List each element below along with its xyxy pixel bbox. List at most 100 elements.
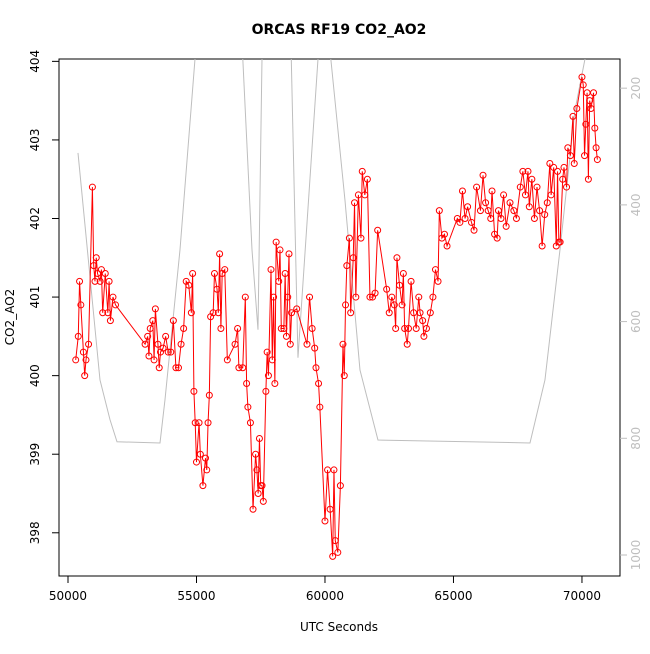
data-point — [538, 242, 546, 250]
data-point — [546, 160, 554, 167]
data-point — [185, 281, 193, 289]
data-point — [210, 270, 218, 277]
data-point — [581, 152, 589, 160]
data-point — [435, 207, 443, 215]
data-point — [533, 183, 541, 191]
data-point — [497, 215, 505, 222]
data-point — [464, 203, 472, 211]
x-tick-label: 55000 — [177, 589, 215, 603]
data-point — [345, 234, 353, 242]
data-point — [203, 466, 211, 474]
data-point — [326, 505, 334, 513]
data-point — [361, 191, 369, 199]
data-point — [264, 372, 272, 380]
data-point — [213, 285, 221, 293]
data-point — [150, 356, 158, 364]
data-point — [530, 215, 538, 222]
data-point — [267, 266, 275, 274]
data-point — [275, 277, 283, 285]
data-point — [388, 293, 396, 301]
data-point — [349, 254, 357, 262]
data-point — [330, 466, 338, 474]
data-point — [420, 332, 428, 340]
data-point — [547, 191, 555, 199]
data-point — [106, 317, 114, 325]
data-point — [286, 340, 294, 348]
data-point — [105, 277, 113, 285]
data-point — [155, 364, 163, 372]
data-point — [195, 419, 203, 427]
data-point — [358, 167, 366, 175]
data-point — [340, 372, 348, 380]
data-point — [554, 167, 562, 175]
data-point — [342, 301, 350, 309]
data-point — [401, 325, 409, 332]
data-point — [383, 285, 391, 293]
data-point — [419, 317, 427, 325]
data-point — [81, 372, 89, 380]
data-point — [94, 270, 102, 277]
data-point — [556, 238, 564, 246]
data-point — [231, 340, 239, 348]
data-point — [190, 387, 198, 395]
y-tick-label: 401 — [28, 286, 42, 309]
data-point — [371, 289, 379, 297]
y2-tick-label: 800 — [629, 427, 643, 450]
y-tick-label: 403 — [28, 128, 42, 151]
data-point — [244, 403, 252, 411]
y2-tick-label: 1000 — [629, 540, 643, 571]
data-point — [308, 325, 316, 332]
data-point — [461, 215, 469, 222]
chart-title: ORCAS RF19 CO2_AO2 — [252, 22, 427, 38]
data-point — [479, 171, 487, 179]
data-point — [334, 548, 342, 556]
data-point — [276, 246, 284, 254]
data-point — [293, 305, 301, 313]
y2-tick-label: 400 — [629, 193, 643, 216]
data-point — [563, 183, 571, 191]
data-point — [443, 242, 451, 250]
data-point — [593, 156, 601, 164]
y2-tick-label: 200 — [629, 77, 643, 100]
data-point — [429, 293, 437, 301]
data-point — [172, 364, 180, 372]
data-point — [343, 262, 351, 270]
data-point — [159, 344, 167, 352]
plot-area — [72, 59, 601, 560]
data-point — [180, 325, 188, 332]
data-point — [393, 254, 401, 262]
data-point — [569, 112, 577, 120]
data-point — [426, 309, 434, 317]
data-point — [560, 163, 568, 171]
data-point — [584, 175, 592, 183]
data-point — [235, 364, 243, 372]
data-point — [541, 211, 549, 219]
data-point — [144, 332, 152, 340]
data-point — [579, 81, 587, 89]
data-point — [476, 207, 484, 215]
x-axis-label: UTC Seconds — [300, 620, 378, 634]
data-point — [234, 325, 242, 332]
data-point — [272, 238, 280, 246]
data-point — [396, 281, 404, 289]
y2-tick-label: 600 — [629, 310, 643, 333]
data-point — [315, 380, 323, 387]
data-point — [167, 348, 175, 356]
data-point — [241, 293, 249, 301]
data-point — [191, 419, 199, 427]
data-point — [559, 175, 567, 183]
data-point — [582, 120, 590, 128]
data-point — [573, 105, 581, 112]
data-point — [92, 254, 100, 262]
data-point — [506, 199, 514, 207]
data-point — [145, 352, 153, 360]
data-point — [484, 207, 492, 215]
data-point — [174, 364, 182, 372]
data-point — [196, 450, 204, 458]
data-point — [456, 218, 464, 226]
y-tick-label: 404 — [28, 50, 42, 73]
data-point — [363, 175, 371, 183]
data-point — [254, 490, 262, 497]
data-point — [351, 199, 359, 207]
